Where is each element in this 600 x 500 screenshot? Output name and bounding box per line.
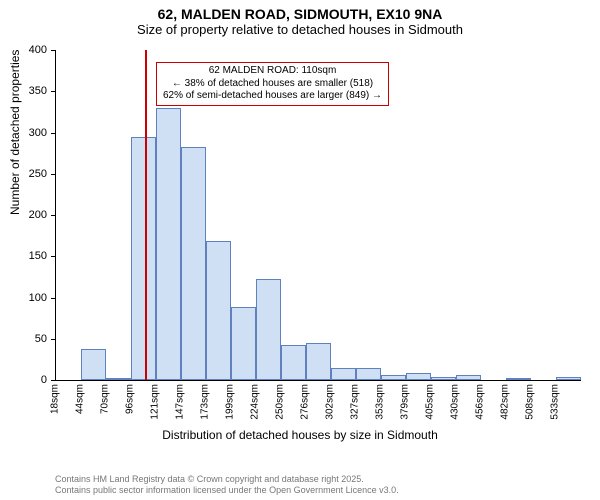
y-tick-label: 300 (0, 127, 47, 139)
footer-line-2: Contains public sector information licen… (55, 485, 399, 496)
x-tick-label: 121sqm (150, 384, 161, 420)
y-tick-label: 100 (0, 292, 47, 304)
histogram-bar (381, 375, 406, 380)
y-tick-label: 350 (0, 85, 47, 97)
callout-line: 62% of semi-detached houses are larger (… (163, 90, 382, 103)
y-tick-label: 50 (0, 333, 47, 345)
y-tick-label: 150 (0, 250, 47, 262)
x-tick-label: 276sqm (300, 384, 311, 420)
histogram-bar (81, 349, 106, 380)
histogram-bar (106, 378, 131, 380)
x-tick-label: 379sqm (400, 384, 411, 420)
histogram-bar (356, 368, 381, 380)
x-tick-label: 482sqm (500, 384, 511, 420)
histogram-bar (306, 343, 331, 380)
x-tick-label: 405sqm (425, 384, 436, 420)
histogram-bar (231, 307, 256, 380)
x-tick-label: 508sqm (525, 384, 536, 420)
histogram-bar (256, 279, 281, 380)
y-tick-label: 0 (0, 374, 47, 386)
footer-attribution: Contains HM Land Registry data © Crown c… (55, 474, 399, 496)
page-title: 62, MALDEN ROAD, SIDMOUTH, EX10 9NA (0, 0, 600, 22)
x-tick-label: 199sqm (225, 384, 236, 420)
page-subtitle: Size of property relative to detached ho… (0, 22, 600, 39)
callout-box: 62 MALDEN ROAD: 110sqm← 38% of detached … (156, 62, 389, 106)
histogram-bar (456, 375, 481, 380)
x-tick-label: 44sqm (75, 384, 86, 414)
x-tick-label: 302sqm (325, 384, 336, 420)
histogram-bar (506, 378, 531, 380)
y-tick-label: 400 (0, 44, 47, 56)
histogram-bar (556, 377, 581, 380)
plot-area: 62 MALDEN ROAD: 110sqm← 38% of detached … (55, 50, 581, 381)
x-tick-label: 96sqm (125, 384, 136, 414)
footer-line-1: Contains HM Land Registry data © Crown c… (55, 474, 399, 485)
x-tick-label: 250sqm (275, 384, 286, 420)
x-tick-label: 147sqm (175, 384, 186, 420)
x-tick-label: 224sqm (250, 384, 261, 420)
histogram-bar (181, 147, 206, 380)
x-tick-label: 430sqm (450, 384, 461, 420)
x-tick-label: 456sqm (475, 384, 486, 420)
callout-line: 62 MALDEN ROAD: 110sqm (163, 65, 382, 78)
x-tick-label: 353sqm (375, 384, 386, 420)
histogram-bar (431, 377, 456, 380)
histogram-bar (131, 137, 156, 380)
reference-line (145, 50, 147, 380)
x-tick-label: 173sqm (200, 384, 211, 420)
histogram-bar (206, 241, 231, 380)
histogram-bar (281, 345, 306, 380)
callout-line: ← 38% of detached houses are smaller (51… (163, 78, 382, 91)
histogram-bar (406, 373, 431, 380)
x-axis-label: Distribution of detached houses by size … (0, 428, 600, 442)
x-tick-label: 327sqm (350, 384, 361, 420)
histogram-bar (331, 368, 356, 380)
x-tick-label: 18sqm (50, 384, 61, 414)
histogram-bar (156, 108, 181, 380)
y-tick-label: 250 (0, 168, 47, 180)
histogram-chart: Number of detached properties 0501001502… (0, 40, 600, 440)
x-tick-label: 70sqm (100, 384, 111, 414)
y-tick-label: 200 (0, 209, 47, 221)
x-tick-label: 533sqm (550, 384, 561, 420)
